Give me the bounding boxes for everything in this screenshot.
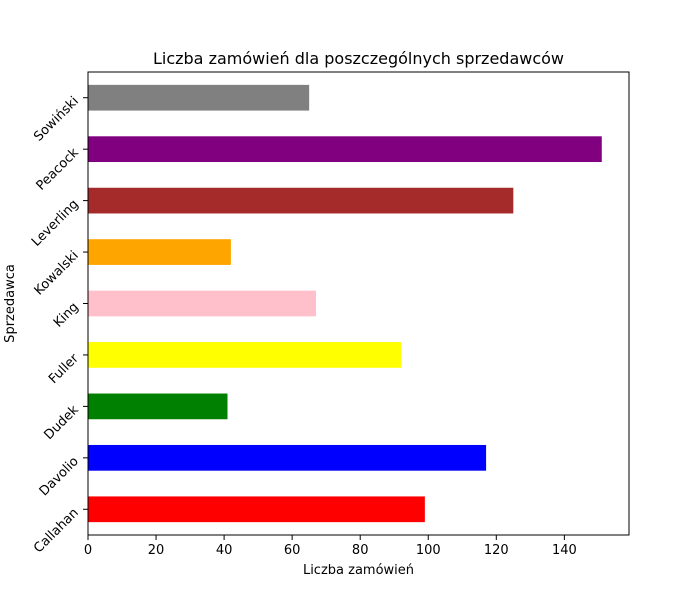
bar-dudek xyxy=(88,393,228,420)
x-tick-label: 140 xyxy=(552,543,577,558)
bar-kowalski xyxy=(88,239,231,265)
bar-callahan xyxy=(88,496,425,523)
bar-peacock xyxy=(88,136,602,163)
y-tick-label: Sowiński xyxy=(31,94,82,145)
y-tick-label: Peacock xyxy=(34,145,82,193)
x-axis-ticks: 0 20 40 60 80 100 120 140 xyxy=(84,535,577,558)
bar-leverling xyxy=(88,187,514,214)
y-tick-label: Dudek xyxy=(42,402,83,443)
bars-group xyxy=(88,84,602,523)
y-tick-label: Kowalski xyxy=(32,248,82,298)
y-tick-label: King xyxy=(51,300,82,331)
y-tick-label: Fuller xyxy=(46,351,82,387)
bar-sowiński xyxy=(88,84,310,111)
x-tick-label: 0 xyxy=(84,543,92,558)
y-axis-ticks: Callahan Davolio Dudek Fuller KingKowalskiLe… xyxy=(29,94,88,556)
x-tick-label: 40 xyxy=(216,543,233,558)
bar-king xyxy=(88,290,316,317)
x-tick-label: 100 xyxy=(416,543,441,558)
y-tick-label: Callahan xyxy=(31,505,82,556)
y-tick-label: Leverling xyxy=(29,197,82,250)
x-tick-label: 80 xyxy=(352,543,369,558)
y-tick-label: Davolio xyxy=(37,454,82,499)
x-tick-label: 20 xyxy=(148,543,165,558)
chart-title: Liczba zamówień dla poszczególnych sprze… xyxy=(153,49,564,68)
x-tick-label: 60 xyxy=(284,543,301,558)
bar-davolio xyxy=(88,444,487,471)
bar-fuller xyxy=(88,342,402,368)
y-axis-label: Sprzedawca xyxy=(3,264,18,343)
x-axis-label: Liczba zamówień xyxy=(303,563,414,578)
x-tick-label: 120 xyxy=(484,543,509,558)
